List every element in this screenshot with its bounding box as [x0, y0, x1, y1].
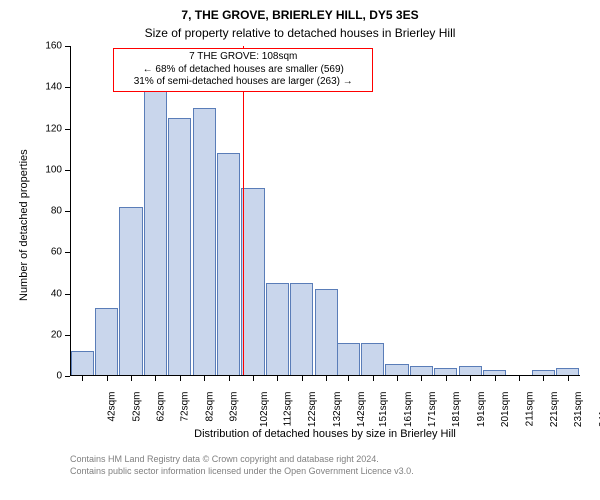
- histogram-bar: [337, 343, 360, 376]
- histogram-bar: [95, 308, 118, 376]
- plot-area: 02040608010012014016042sqm52sqm62sqm72sq…: [70, 46, 580, 376]
- x-tick: [348, 376, 349, 381]
- x-tick: [107, 376, 108, 381]
- y-tick-label: 100: [32, 164, 62, 175]
- y-tick-label: 40: [32, 288, 62, 299]
- y-tick-label: 120: [32, 123, 62, 134]
- x-tick-label: 82sqm: [204, 392, 215, 422]
- x-tick-label: 221sqm: [549, 392, 560, 428]
- y-tick: [65, 252, 70, 253]
- y-tick-label: 140: [32, 82, 62, 93]
- y-tick: [65, 335, 70, 336]
- x-tick-label: 132sqm: [332, 392, 343, 428]
- x-tick-label: 92sqm: [229, 392, 240, 422]
- annotation-box: 7 THE GROVE: 108sqm← 68% of detached hou…: [113, 48, 373, 92]
- histogram-bar: [266, 283, 289, 376]
- attribution-footer: Contains HM Land Registry data © Crown c…: [70, 454, 414, 477]
- x-tick-label: 191sqm: [476, 392, 487, 428]
- histogram-bar: [217, 153, 240, 376]
- y-tick-label: 160: [32, 41, 62, 52]
- y-tick: [65, 170, 70, 171]
- x-tick: [131, 376, 132, 381]
- histogram-bar: [71, 351, 94, 376]
- x-tick-label: 161sqm: [403, 392, 414, 428]
- x-tick: [204, 376, 205, 381]
- x-tick: [302, 376, 303, 381]
- annotation-line: ← 68% of detached houses are smaller (56…: [120, 64, 366, 77]
- x-tick-label: 171sqm: [427, 392, 438, 428]
- y-tick: [65, 376, 70, 377]
- x-axis-spine: [70, 375, 580, 376]
- chart-container: 7, THE GROVE, BRIERLEY HILL, DY5 3ES Siz…: [0, 0, 600, 500]
- x-tick: [373, 376, 374, 381]
- footer-line-2: Contains public sector information licen…: [70, 466, 414, 478]
- x-tick: [397, 376, 398, 381]
- x-tick-label: 52sqm: [131, 392, 142, 422]
- y-tick-label: 80: [32, 206, 62, 217]
- x-tick-label: 122sqm: [307, 392, 318, 428]
- x-tick-label: 201sqm: [500, 392, 511, 428]
- x-tick-label: 62sqm: [156, 392, 167, 422]
- y-tick: [65, 129, 70, 130]
- x-tick-label: 231sqm: [573, 392, 584, 428]
- histogram-bar: [193, 108, 216, 376]
- x-tick-label: 151sqm: [378, 392, 389, 428]
- x-tick: [495, 376, 496, 381]
- x-tick: [253, 376, 254, 381]
- y-tick: [65, 46, 70, 47]
- histogram-bar: [119, 207, 142, 376]
- histogram-bar: [168, 118, 191, 376]
- x-tick-label: 112sqm: [282, 392, 293, 427]
- histogram-bar: [290, 283, 313, 376]
- annotation-line: 31% of semi-detached houses are larger (…: [120, 76, 366, 89]
- chart-title-address: 7, THE GROVE, BRIERLEY HILL, DY5 3ES: [0, 8, 600, 22]
- y-tick: [65, 211, 70, 212]
- y-tick: [65, 294, 70, 295]
- y-tick-label: 0: [32, 371, 62, 382]
- x-tick: [180, 376, 181, 381]
- y-tick-label: 60: [32, 247, 62, 258]
- x-tick: [229, 376, 230, 381]
- histogram-bar: [241, 188, 264, 376]
- x-tick: [470, 376, 471, 381]
- x-tick: [421, 376, 422, 381]
- x-tick: [568, 376, 569, 381]
- x-tick-label: 102sqm: [259, 392, 270, 428]
- x-tick: [82, 376, 83, 381]
- annotation-line: 7 THE GROVE: 108sqm: [120, 51, 366, 64]
- x-tick: [519, 376, 520, 381]
- property-marker-line: [243, 46, 244, 376]
- x-tick: [446, 376, 447, 381]
- x-tick-label: 142sqm: [356, 392, 367, 428]
- histogram-bar: [144, 91, 167, 376]
- x-tick-label: 211sqm: [524, 392, 535, 427]
- x-axis-label: Distribution of detached houses by size …: [70, 428, 580, 440]
- x-tick: [155, 376, 156, 381]
- chart-subtitle: Size of property relative to detached ho…: [0, 26, 600, 40]
- x-tick-label: 72sqm: [180, 392, 191, 422]
- y-tick-label: 20: [32, 329, 62, 340]
- y-tick: [65, 87, 70, 88]
- x-tick: [277, 376, 278, 381]
- x-tick: [543, 376, 544, 381]
- x-tick-label: 42sqm: [107, 392, 118, 422]
- x-tick: [326, 376, 327, 381]
- y-axis-spine: [70, 46, 71, 376]
- histogram-bar: [361, 343, 384, 376]
- histogram-bar: [315, 289, 338, 376]
- y-axis-label: Number of detached properties: [18, 149, 30, 301]
- footer-line-1: Contains HM Land Registry data © Crown c…: [70, 454, 414, 466]
- x-tick-label: 181sqm: [451, 392, 462, 428]
